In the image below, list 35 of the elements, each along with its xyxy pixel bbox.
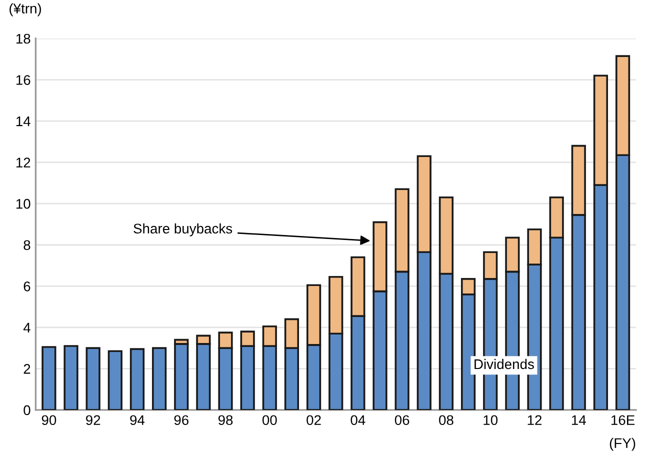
x-tick-label: 98: [218, 415, 233, 426]
y-tick-label: 16: [16, 75, 30, 85]
y-tick-label: 4: [23, 322, 30, 332]
y-axis-title: (¥trn): [10, 3, 41, 16]
series-label: Dividends: [474, 358, 534, 370]
x-tick-label: 12: [528, 415, 542, 425]
x-tick-label: 92: [86, 415, 100, 426]
x-tick-label: 08: [439, 415, 454, 426]
y-tick-label: 18: [16, 34, 30, 44]
y-tick-label: 2: [24, 364, 30, 374]
bar: [64, 345, 78, 410]
x-tick-label: 06: [394, 415, 410, 426]
x-tick-label: 10: [484, 415, 498, 426]
y-tick-label: 12: [16, 158, 30, 168]
x-tick-label: 14: [572, 415, 586, 425]
x-tick-label: 00: [262, 415, 277, 426]
bar: [86, 347, 100, 410]
bar: [152, 347, 167, 410]
x-axis-title: (FY): [610, 438, 636, 451]
y-tick-label: 8: [24, 240, 30, 250]
y-tick-label: 10: [16, 198, 30, 209]
x-tick-label: 04: [350, 415, 366, 426]
x-tick-label: 02: [306, 415, 321, 426]
text: Share buybacks: [134, 223, 232, 236]
x-tick-label: 90: [42, 415, 56, 426]
y-tick-label: 14: [16, 116, 30, 126]
x-tick-label: 96: [174, 415, 188, 426]
y-tick-label: 0: [24, 405, 30, 416]
bar: [174, 343, 189, 410]
bar: [108, 350, 122, 410]
x-tick-label: 16E: [611, 415, 635, 426]
x-tick-label: 94: [130, 415, 145, 426]
bar: [42, 346, 56, 410]
y-tick-label: 6: [24, 281, 30, 292]
bar: [130, 348, 145, 410]
